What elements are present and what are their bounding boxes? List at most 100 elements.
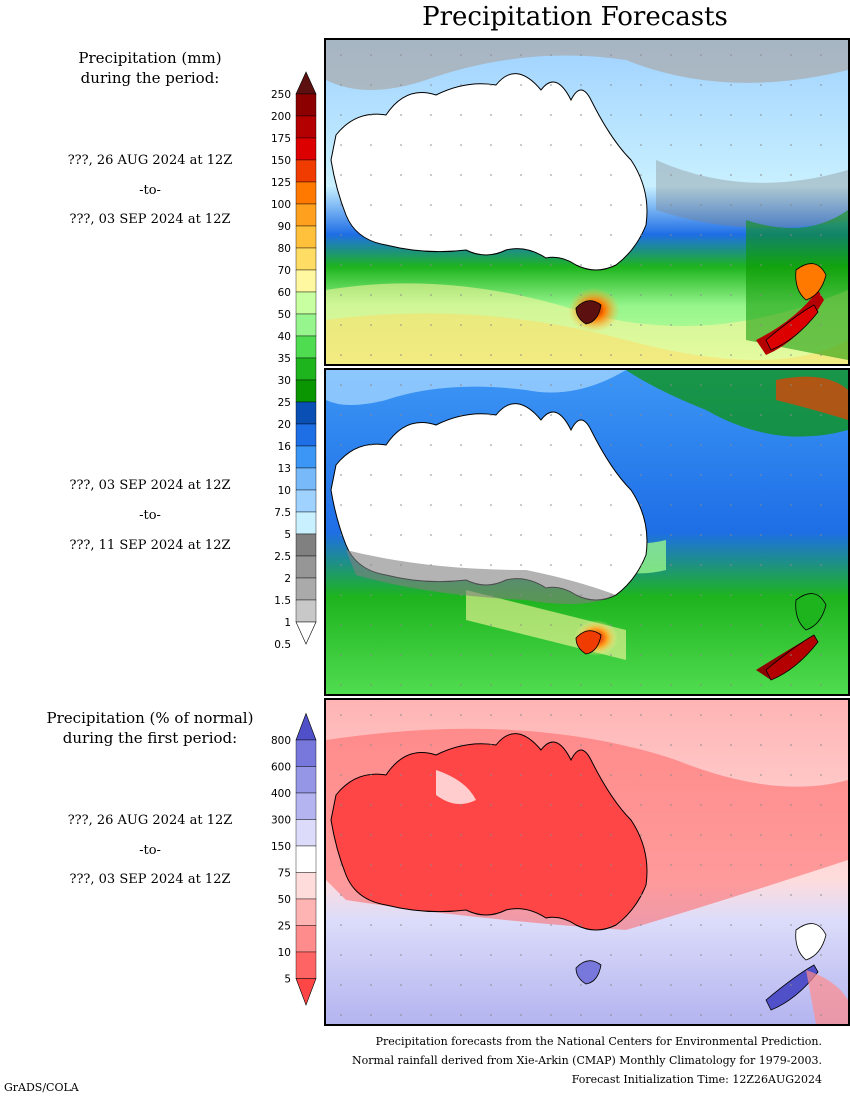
pct-colorbar-tick-label: 25 (278, 921, 291, 933)
mm-colorbar-swatch (295, 357, 317, 381)
pct-colorbar: 800 600 400 300 150 75 50 25 10 5 (262, 712, 322, 1017)
mm-colorbar-tick-label: 175 (271, 133, 291, 145)
pct-colorbar-svg: 800 600 400 300 150 75 50 25 10 5 (271, 712, 317, 1006)
mm-colorbar-tick-label: 7.5 (274, 507, 291, 519)
panel3-label: Precipitation (% of normal) during the f… (30, 708, 270, 748)
mm-colorbar-swatch (295, 379, 317, 403)
mm-colorbar-tick-label: 50 (278, 309, 291, 321)
pct-colorbar-swatch (295, 925, 317, 953)
mm-colorbar-swatch (295, 313, 317, 337)
mm-colorbar-swatch (295, 225, 317, 249)
mm-colorbar-tick-label: 70 (278, 265, 291, 277)
mm-colorbar-tick-label: 30 (278, 375, 291, 387)
mm-colorbar-top-arrow (295, 71, 317, 95)
panel1-label-line2: during the period: (80, 69, 220, 87)
panel2-end-date: ???, 11 SEP 2024 at 12Z (69, 538, 231, 553)
mm-colorbar-swatch (295, 115, 317, 139)
panel3-to-label: -to- (139, 843, 161, 858)
map-panel-period1 (324, 38, 850, 366)
pct-colorbar-swatch (295, 766, 317, 794)
mm-colorbar-tick-label: 20 (278, 419, 291, 431)
pct-colorbar-tick-label: 600 (271, 762, 291, 774)
panel1-to-label: -to- (139, 183, 161, 198)
panel1-end-date: ???, 03 SEP 2024 at 12Z (69, 212, 231, 227)
mm-colorbar-tick-label: 25 (278, 397, 291, 409)
pct-colorbar-tick-label: 150 (271, 841, 291, 853)
mm-colorbar-tick-label: 250 (271, 89, 291, 101)
mm-colorbar-swatch (295, 511, 317, 535)
pct-colorbar-swatch (295, 819, 317, 847)
panel3-label-line1: Precipitation (% of normal) (46, 709, 254, 727)
mm-colorbar-tick-label: 16 (278, 441, 292, 453)
mm-colorbar-tick-label: 100 (271, 199, 291, 211)
mm-colorbar-swatch (295, 467, 317, 491)
mm-colorbar-swatch (295, 247, 317, 271)
mm-colorbar-tick-label: 1.5 (274, 595, 291, 607)
panel2-to-label: -to- (139, 508, 161, 523)
pct-colorbar-swatch (295, 951, 317, 979)
mm-colorbar-tick-label: 0.5 (274, 639, 291, 651)
mm-colorbar-tick-label: 125 (271, 177, 291, 189)
mm-colorbar-tick-label: 60 (278, 287, 291, 299)
panel3-start-date: ???, 26 AUG 2024 at 12Z (67, 813, 233, 828)
map-panel-percent-normal (324, 698, 850, 1026)
mm-colorbar-swatch (295, 489, 317, 513)
mm-colorbar-swatch (295, 335, 317, 359)
mm-colorbar-tick-label: 200 (271, 111, 291, 123)
pct-colorbar-swatch (295, 898, 317, 926)
pct-colorbar-top-arrow (295, 712, 317, 741)
mm-colorbar: 250 200 175 150 125 100 90 80 70 60 50 40 35 30 25 20 16… (262, 70, 322, 670)
panel3-end-date: ???, 03 SEP 2024 at 12Z (69, 872, 231, 887)
footer: Precipitation forecasts from the Nationa… (352, 1032, 822, 1089)
panel3-label-line2: during the first period: (62, 729, 238, 747)
mm-colorbar-swatch (295, 401, 317, 425)
panel1-start-date: ???, 26 AUG 2024 at 12Z (67, 153, 233, 168)
mm-colorbar-tick-label: 40 (278, 331, 291, 343)
precip-map-period1 (326, 40, 848, 364)
mm-colorbar-tick-label: 10 (278, 485, 291, 497)
map-panel-period2 (324, 368, 850, 696)
pct-colorbar-tick-label: 10 (278, 947, 291, 959)
mm-colorbar-bottom-arrow (295, 621, 317, 645)
pct-colorbar-swatch (295, 845, 317, 873)
pct-colorbar-tick-label: 75 (278, 868, 291, 880)
mm-colorbar-tick-label: 80 (278, 243, 291, 255)
mm-colorbar-swatch (295, 181, 317, 205)
pct-colorbar-swatch (295, 739, 317, 767)
mm-colorbar-tick-label: 90 (278, 221, 291, 233)
mm-colorbar-swatch (295, 137, 317, 161)
mm-colorbar-swatch (295, 445, 317, 469)
footer-line2: Normal rainfall derived from Xie-Arkin (… (352, 1054, 822, 1067)
mm-colorbar-swatch (295, 599, 317, 623)
percent-normal-map (326, 700, 848, 1024)
panel1-label: Precipitation (mm) during the period: (40, 48, 260, 88)
mm-colorbar-tick-label: 5 (284, 529, 291, 541)
page-title: Precipitation Forecasts (422, 2, 728, 32)
precip-map-period2 (326, 370, 848, 694)
pct-colorbar-tick-label: 5 (284, 974, 291, 986)
pct-colorbar-tick-label: 50 (278, 894, 291, 906)
mm-colorbar-tick-label: 35 (278, 353, 291, 365)
mm-colorbar-tick-label: 2 (284, 573, 291, 585)
grads-credit: GrADS/COLA (4, 1081, 79, 1094)
footer-line3: Forecast Initialization Time: 12Z26AUG20… (571, 1073, 822, 1086)
mm-colorbar-swatch (295, 555, 317, 579)
mm-colorbar-swatch (295, 203, 317, 227)
mm-colorbar-swatch (295, 159, 317, 183)
mm-colorbar-tick-label: 13 (278, 463, 291, 475)
pct-colorbar-tick-label: 400 (271, 788, 291, 800)
mm-colorbar-swatch (295, 533, 317, 557)
pct-colorbar-bottom-arrow (295, 978, 317, 1006)
mm-colorbar-swatch (295, 577, 317, 601)
panel2-start-date: ???, 03 SEP 2024 at 12Z (69, 478, 231, 493)
mm-colorbar-swatch (295, 269, 317, 293)
pct-colorbar-swatch (295, 872, 317, 900)
mm-colorbar-svg: 2502001751501251009080706050403530252016… (271, 71, 317, 651)
mm-colorbar-swatch (295, 423, 317, 447)
pct-colorbar-tick-label: 300 (271, 815, 291, 827)
mm-colorbar-swatch (295, 93, 317, 117)
mm-colorbar-tick-label: 1 (284, 617, 291, 629)
pct-colorbar-tick-label: 800 (271, 735, 291, 747)
footer-line1: Precipitation forecasts from the Nationa… (375, 1035, 822, 1048)
pct-colorbar-swatch (295, 792, 317, 820)
